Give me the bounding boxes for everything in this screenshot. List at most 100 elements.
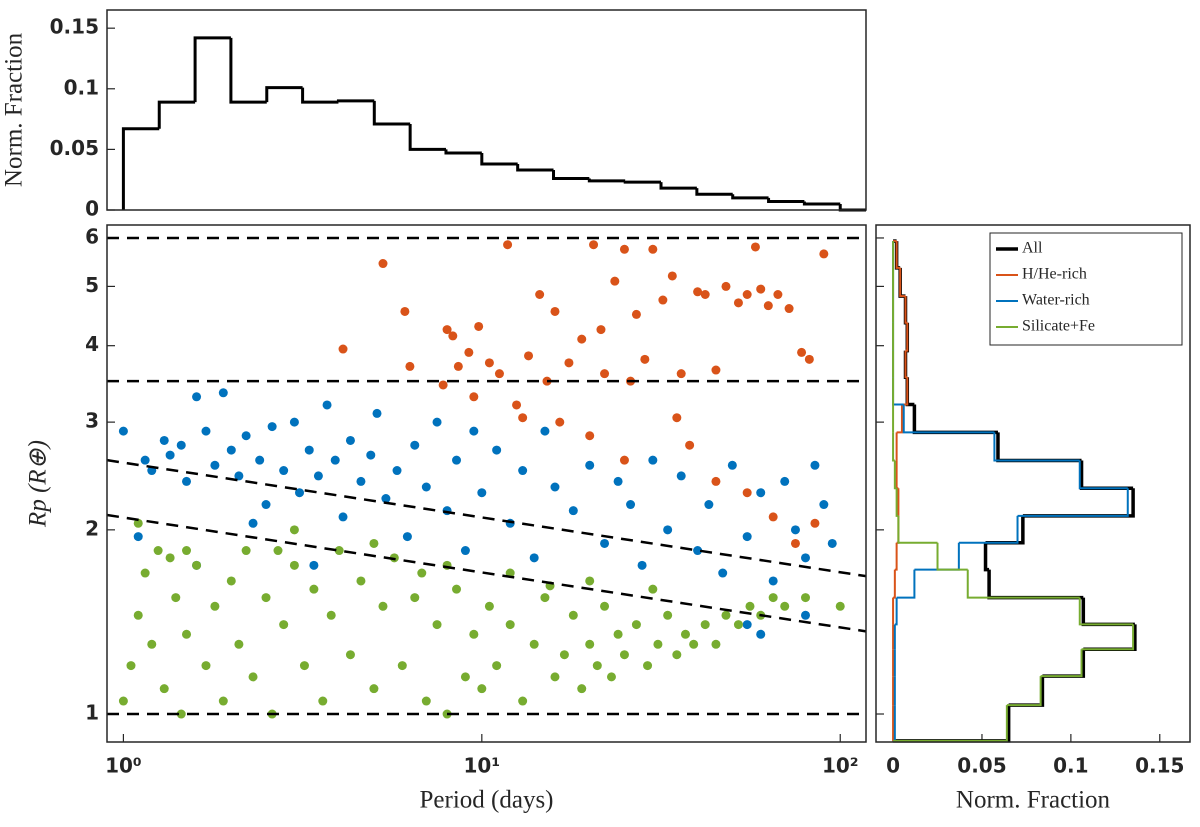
point bbox=[289, 560, 299, 570]
legend-label: H/He-rich bbox=[1022, 266, 1087, 283]
point bbox=[402, 532, 412, 542]
point bbox=[345, 650, 355, 660]
point bbox=[742, 620, 752, 630]
point bbox=[801, 610, 811, 620]
point bbox=[133, 518, 143, 528]
reference-line bbox=[106, 458, 867, 578]
point bbox=[126, 661, 136, 671]
point bbox=[756, 284, 766, 294]
y-axis-label: Rp (R⊕) bbox=[25, 440, 52, 528]
point bbox=[801, 553, 811, 563]
point bbox=[512, 400, 522, 410]
point bbox=[334, 546, 344, 556]
point bbox=[585, 576, 595, 586]
point bbox=[381, 494, 391, 504]
point bbox=[835, 601, 845, 611]
legend-label: Water-rich bbox=[1022, 292, 1090, 309]
point bbox=[176, 440, 186, 450]
point bbox=[600, 601, 610, 611]
point bbox=[704, 500, 714, 510]
x-tick-label: 0.1 bbox=[1053, 754, 1088, 778]
point bbox=[619, 650, 629, 660]
point bbox=[540, 426, 550, 436]
point bbox=[448, 331, 458, 341]
point bbox=[460, 546, 470, 556]
point bbox=[577, 334, 587, 344]
hist-step bbox=[904, 350, 908, 379]
hist-step bbox=[265, 86, 303, 103]
point bbox=[568, 506, 578, 516]
y-tick-label: 0 bbox=[85, 197, 99, 221]
point bbox=[733, 620, 743, 630]
point bbox=[366, 450, 376, 460]
point bbox=[397, 661, 407, 671]
point bbox=[452, 455, 462, 465]
point bbox=[672, 650, 682, 660]
point bbox=[248, 518, 258, 528]
point bbox=[606, 672, 616, 682]
point bbox=[140, 568, 150, 578]
point bbox=[626, 500, 636, 510]
hist-step bbox=[444, 149, 482, 155]
point bbox=[745, 601, 755, 611]
point bbox=[484, 601, 494, 611]
point bbox=[518, 466, 528, 476]
hist-step bbox=[905, 322, 909, 352]
point bbox=[518, 413, 528, 423]
point bbox=[226, 445, 236, 455]
point bbox=[810, 518, 820, 528]
point bbox=[477, 684, 487, 694]
point bbox=[267, 422, 277, 432]
point bbox=[192, 560, 202, 570]
point bbox=[326, 610, 336, 620]
point bbox=[542, 376, 552, 386]
point bbox=[535, 289, 545, 299]
point bbox=[153, 546, 163, 556]
y-tick-label: 6 bbox=[85, 224, 99, 248]
point bbox=[484, 358, 494, 368]
point bbox=[790, 525, 800, 535]
point bbox=[790, 538, 800, 548]
point bbox=[477, 488, 487, 498]
point bbox=[711, 476, 721, 486]
point bbox=[432, 417, 442, 427]
y-tick-label: 2 bbox=[85, 516, 99, 540]
point bbox=[756, 629, 766, 639]
point bbox=[241, 431, 251, 441]
point bbox=[742, 532, 752, 542]
point bbox=[503, 240, 513, 250]
point bbox=[550, 482, 560, 492]
point bbox=[469, 426, 479, 436]
point bbox=[304, 445, 314, 455]
x-tick-label: 0 bbox=[886, 754, 900, 778]
point bbox=[133, 532, 143, 542]
hist-step bbox=[893, 705, 1008, 742]
legend-label: All bbox=[1022, 240, 1043, 257]
point bbox=[550, 306, 560, 316]
point bbox=[718, 568, 728, 578]
hist-step bbox=[993, 432, 1080, 462]
point bbox=[474, 321, 484, 331]
point bbox=[453, 361, 463, 371]
point bbox=[631, 620, 641, 630]
hist-step bbox=[897, 515, 938, 544]
point bbox=[241, 546, 251, 556]
point bbox=[309, 560, 319, 570]
point bbox=[372, 408, 382, 418]
point bbox=[218, 696, 228, 706]
point bbox=[568, 610, 578, 620]
point bbox=[210, 601, 220, 611]
x-tick-label: 10¹ bbox=[464, 754, 501, 778]
hist-step bbox=[802, 201, 841, 206]
point bbox=[742, 488, 752, 498]
axes-frame bbox=[106, 224, 867, 743]
point bbox=[559, 650, 569, 660]
hist-step bbox=[157, 100, 196, 129]
hist-step bbox=[336, 99, 375, 103]
point bbox=[540, 593, 550, 603]
point bbox=[797, 347, 807, 357]
x-axis-label: Period (days) bbox=[420, 787, 554, 814]
point bbox=[693, 287, 703, 297]
point bbox=[118, 426, 128, 436]
axes-frame bbox=[106, 9, 867, 211]
